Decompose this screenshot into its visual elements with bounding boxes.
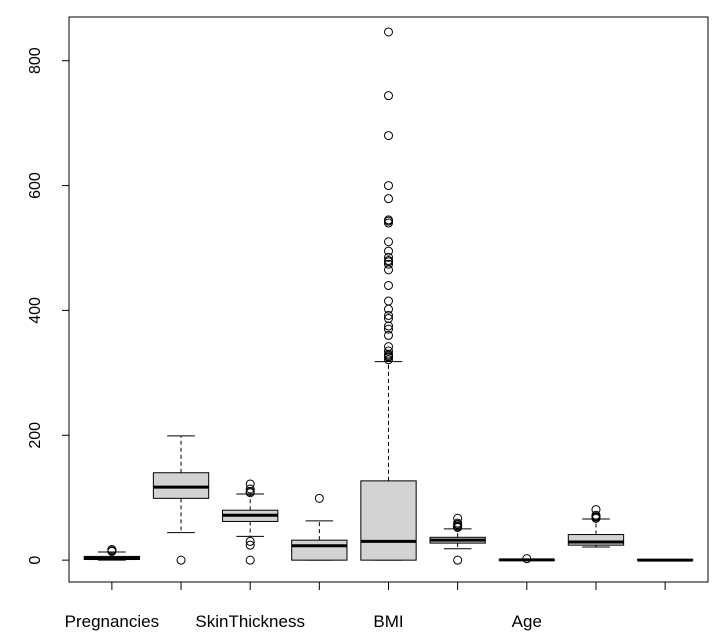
box-Outcome (636, 558, 694, 562)
outlier-point (453, 513, 463, 523)
outlier-point (384, 280, 393, 290)
outlier-point (245, 484, 255, 494)
outlier-point (245, 540, 255, 550)
outlier-point (384, 342, 393, 352)
outlier-point (384, 324, 393, 334)
y-axis: 0 200 400 600 800 (27, 47, 69, 565)
outlier-point (384, 91, 393, 101)
outlier-point (384, 181, 393, 191)
outlier-point (384, 314, 393, 324)
outlier-point (591, 510, 601, 520)
box-Pregnancies (83, 545, 141, 561)
y-tick-label-200: 200 (27, 422, 44, 449)
y-tick-label-0: 0 (27, 556, 44, 565)
outlier-point (245, 555, 255, 565)
outlier-point (314, 493, 324, 503)
iqr-box (291, 539, 348, 561)
iqr-box (152, 472, 210, 499)
x-axis: Pregnancies SkinThickness BMI Age (65, 582, 666, 631)
outlier-point (453, 518, 463, 528)
outlier-point (245, 479, 255, 489)
boxes (83, 27, 694, 565)
outlier-point (384, 131, 393, 141)
outlier-point (384, 346, 393, 356)
box-BloodPressure (222, 479, 279, 565)
outlier-point (384, 255, 393, 265)
x-tick-label-4: BMI (373, 612, 403, 631)
outlier-point (384, 194, 393, 204)
iqr-box (567, 534, 625, 546)
outlier-point (384, 349, 393, 359)
outlier-point (384, 246, 393, 256)
outlier-point (384, 330, 393, 340)
box-DiabetesPedigreeFunction (498, 554, 555, 564)
outlier-point (107, 545, 117, 555)
outlier-point (384, 296, 393, 306)
outlier-point (384, 321, 393, 331)
outlier-point (384, 355, 393, 365)
box-SkinThickness (291, 493, 348, 561)
y-tick-label-800: 800 (27, 47, 44, 74)
outlier-point (453, 555, 463, 565)
x-tick-label-2: SkinThickness (195, 612, 305, 631)
x-tick-label-0: Pregnancies (65, 612, 160, 631)
box-Glucose (152, 435, 210, 565)
y-tick-label-400: 400 (27, 297, 44, 324)
box-BMI (429, 513, 486, 565)
outlier-point (245, 536, 255, 546)
outlier-point (384, 310, 393, 320)
outlier-point (591, 505, 601, 515)
outlier-point (245, 486, 255, 496)
y-tick-label-600: 600 (27, 172, 44, 199)
outlier-point (384, 27, 393, 37)
iqr-box (360, 480, 417, 561)
x-tick-label-6: Age (512, 612, 542, 631)
outlier-point (384, 215, 393, 225)
box-Insulin (360, 27, 417, 561)
outlier-point (384, 259, 393, 269)
outlier-point (176, 555, 186, 565)
outlier-point (522, 554, 532, 564)
box-Age (567, 505, 625, 548)
outlier-point (384, 252, 393, 262)
outlier-point (384, 304, 393, 314)
outlier-point (384, 237, 393, 247)
